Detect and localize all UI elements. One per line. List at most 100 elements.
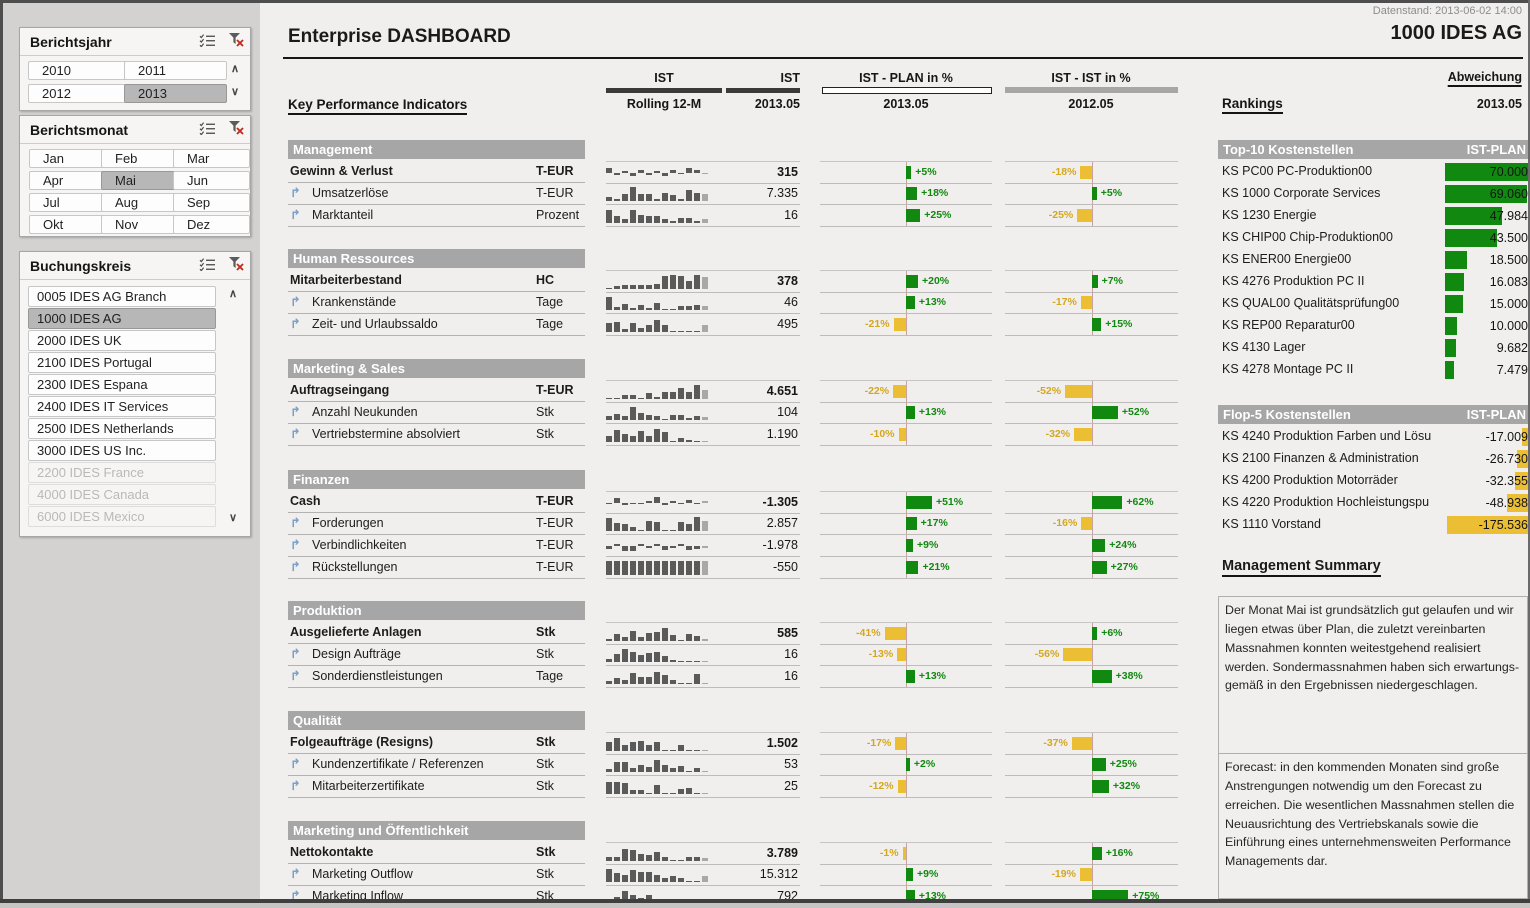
slicer-item[interactable]: 2200 IDES France (28, 462, 216, 483)
kpi-row: ↱ Design Aufträge Stk 16 -13% -56% (288, 644, 1178, 666)
sparkline-bar (702, 876, 708, 882)
ist-ist-cell: +5% (1005, 183, 1178, 205)
kpi-name: Anzahl Neukunden (312, 405, 418, 419)
slicer-item[interactable]: 2500 IDES Netherlands (28, 418, 216, 439)
col-abweichung: Abweichung (1447, 70, 1522, 87)
slicer-item[interactable]: Jan (29, 149, 106, 168)
slicer-item[interactable]: Jun (173, 171, 250, 190)
kpi-name-cell: Nettokontakte Stk (288, 842, 585, 864)
sparkline-bar (654, 415, 660, 420)
clear-filter-button[interactable] (229, 121, 244, 140)
slicer-item[interactable]: 2012 (28, 84, 131, 103)
ist-plan-cell: +51% (820, 491, 992, 514)
scroll-up-button[interactable]: ∧ (230, 63, 240, 75)
sparkline-bar (654, 320, 660, 332)
sparkline-bar (694, 545, 700, 550)
sparkline-bar (646, 436, 652, 442)
sparkline-bar (622, 761, 628, 772)
multiselect-button[interactable] (199, 257, 216, 276)
sparkline-bar (654, 560, 660, 575)
slicer-item[interactable]: Sep (173, 193, 250, 212)
slicer-item[interactable]: 2100 IDES Portugal (28, 352, 216, 373)
ranking-value: 18.500 (1489, 253, 1528, 267)
ranking-label: KS 1230 Energie (1222, 208, 1317, 222)
ranking-row: KS 4130 Lager 9.682 (1218, 337, 1530, 359)
scroll-down-button[interactable]: ∨ (228, 512, 238, 524)
ist-plan-cell: -17% (820, 732, 992, 755)
multiselect-button[interactable] (199, 121, 216, 140)
scroll-up-button[interactable]: ∧ (228, 288, 238, 300)
drill-up-arrow-icon: ↱ (290, 889, 301, 904)
slicer-item[interactable]: 2013 (124, 84, 227, 103)
slicer-item[interactable]: 2000 IDES UK (28, 330, 216, 351)
ranking-bar-zone: 15.000 (1445, 295, 1528, 313)
ranking-subtitle: IST-PLAN (1466, 407, 1526, 422)
kpi-name: Verbindlichkeiten (312, 538, 407, 552)
slicer-item[interactable]: 2300 IDES Espana (28, 374, 216, 395)
sparkline-bar (678, 437, 684, 442)
ist-ist-cell: -56% (1005, 644, 1178, 666)
slicer-item[interactable]: 2400 IDES IT Services (28, 396, 216, 417)
sparkline-bar (670, 195, 676, 201)
ranking-label: KS 4200 Produktion Motorräder (1222, 473, 1398, 487)
ranking-label: KS 4276 Produktion PC II (1222, 274, 1365, 288)
kpi-row: Ausgelieferte Anlagen Stk 585 -41% +6% (288, 622, 1178, 645)
sparkline-bar (630, 436, 636, 442)
slicer-item[interactable]: Apr (29, 171, 106, 190)
kpi-unit: Stk (536, 405, 555, 419)
sparkline-bar (694, 767, 700, 772)
top-data-bar (1445, 207, 1502, 225)
sparkline-chart (606, 165, 716, 180)
sparkline-bar (614, 544, 620, 546)
col-ist-ist-top: IST - IST in % (1051, 71, 1131, 85)
sparkline-bar (646, 653, 652, 662)
slicer-item[interactable]: Nov (101, 215, 178, 234)
slicer-item[interactable]: Dez (173, 215, 250, 234)
slicer-item[interactable]: Mar (173, 149, 250, 168)
slicer-item[interactable]: Feb (101, 149, 178, 168)
slicer-item[interactable]: 0005 IDES AG Branch (28, 286, 216, 307)
plan-bar-positive (906, 187, 918, 200)
plan-bar-positive (1091, 670, 1112, 683)
kpi-unit: HC (536, 273, 555, 287)
multiselect-button[interactable] (199, 33, 216, 52)
ranking-bar-zone: 16.083 (1445, 273, 1528, 291)
slicer-item[interactable]: Mai (101, 171, 178, 190)
sparkline-bar (654, 283, 660, 289)
kpi-heading: Key Performance Indicators (288, 97, 468, 115)
slicer-item[interactable]: Aug (101, 193, 178, 212)
slicer-item[interactable]: 6000 IDES Mexico (28, 506, 216, 527)
kpi-value: -1.978 (762, 538, 798, 552)
clear-filter-button[interactable] (229, 33, 244, 52)
slicer-item[interactable]: 4000 IDES Canada (28, 484, 216, 505)
clear-filter-icon (229, 257, 244, 271)
plan-bar-negative (1074, 428, 1092, 441)
sparkline-bar (646, 215, 652, 223)
sparkline-bar (646, 193, 652, 201)
kpi-trend-cell: 53 (606, 754, 800, 776)
sparkline-bar (638, 853, 644, 861)
slicer-item[interactable]: 2010 (28, 61, 131, 80)
slicer-item[interactable]: 2011 (124, 61, 227, 80)
plan-bar-positive (906, 209, 921, 222)
plan-bar-positive (906, 868, 914, 881)
sparkline-bar (614, 430, 620, 442)
kpi-row: ↱ Sonderdienstleistungen Tage 16 +13% +38% (288, 666, 1178, 688)
sparkline-bar (662, 276, 668, 289)
drill-up-arrow-icon: ↱ (290, 757, 301, 772)
clear-filter-button[interactable] (229, 257, 244, 276)
slicer-item[interactable]: 1000 IDES AG (28, 308, 216, 329)
scroll-down-button[interactable]: ∨ (230, 86, 240, 98)
slicer-item[interactable]: Okt (29, 215, 106, 234)
sparkline-bar (622, 648, 628, 662)
slicer-item[interactable]: Jul (29, 193, 106, 212)
slicer-item[interactable]: 3000 IDES US Inc. (28, 440, 216, 461)
plan-bar-negative (1079, 868, 1092, 881)
kpi-name-cell: Mitarbeiterbestand HC (288, 270, 585, 292)
kpi-name-cell: Auftragseingang T-EUR (288, 380, 585, 402)
pct-label: +5% (1100, 187, 1123, 199)
sparkline-bar (614, 522, 620, 531)
sparkline-bar (662, 675, 668, 684)
sparkline-bar (606, 210, 612, 223)
ranking-title: Flop-5 Kostenstellen (1223, 407, 1351, 422)
